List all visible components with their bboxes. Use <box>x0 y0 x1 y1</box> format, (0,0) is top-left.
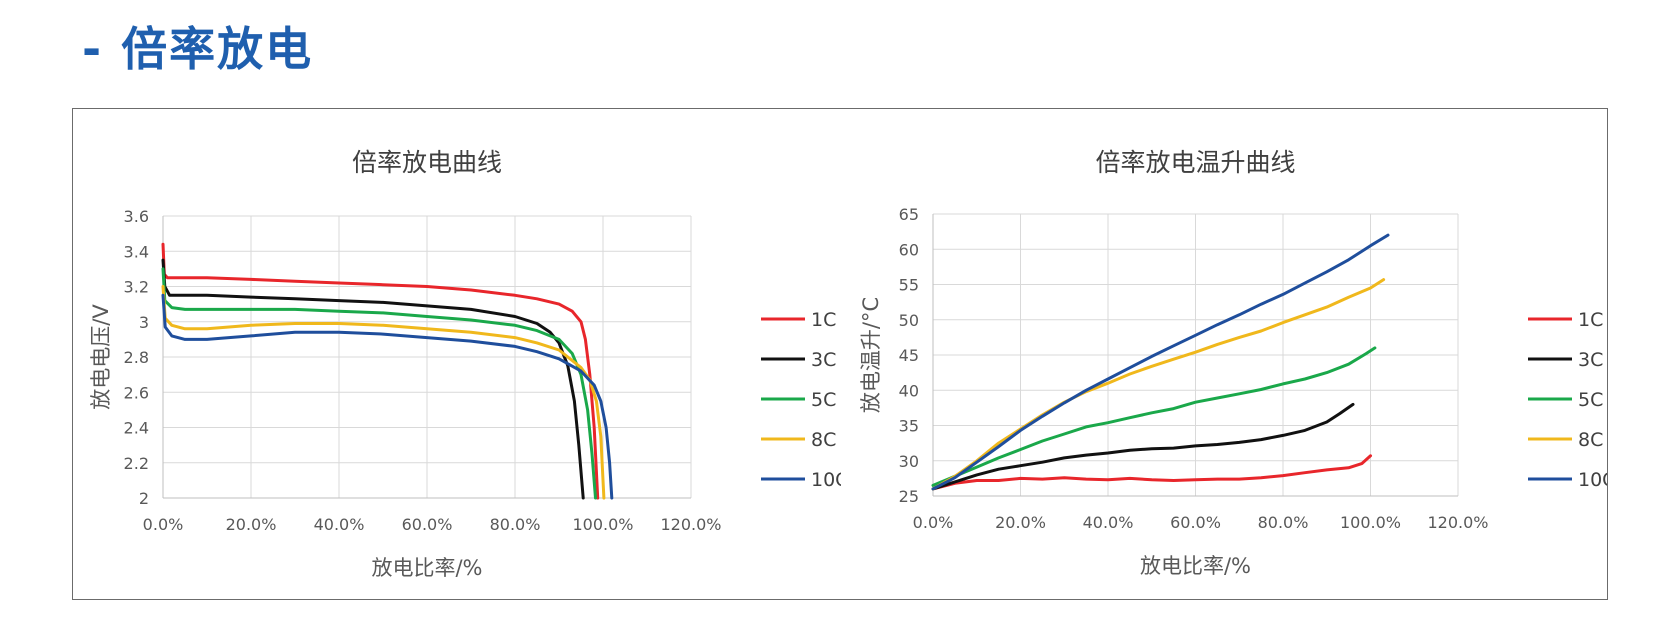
legend-label-1c: 1C <box>1578 309 1603 331</box>
legend-label-5c: 5C <box>1578 389 1603 411</box>
x-axis-label: 放电比率/% <box>371 556 482 580</box>
x-axis-label: 放电比率/% <box>1140 554 1251 578</box>
y-tick-label: 40 <box>899 381 919 400</box>
series-line-1c <box>161 242 600 500</box>
series-line-5c <box>931 346 1377 487</box>
y-tick-label: 2.8 <box>124 348 149 367</box>
x-tick-label: 100.0% <box>1340 513 1401 532</box>
y-axis-label: 放电温升/°C <box>859 297 883 413</box>
y-tick-label: 60 <box>899 240 919 259</box>
x-tick-label: 120.0% <box>1427 513 1488 532</box>
x-tick-label: 40.0% <box>1083 513 1134 532</box>
series-line-8c <box>931 278 1386 491</box>
series-line-5c <box>161 267 597 500</box>
x-tick-label: 60.0% <box>1170 513 1221 532</box>
y-tick-label: 65 <box>899 205 919 224</box>
y-tick-label: 55 <box>899 276 919 295</box>
series-line-10c <box>931 233 1390 491</box>
y-tick-label: 50 <box>899 311 919 330</box>
chart-title: 倍率放电温升曲线 <box>1095 148 1295 177</box>
x-tick-label: 0.0% <box>143 515 184 534</box>
y-tick-label: 30 <box>899 452 919 471</box>
series-line-3c <box>161 258 585 500</box>
discharge-voltage-chart: 倍率放电曲线 2 2.2 2.4 2.6 2.8 3 3.2 3.4 3.6 0.0% 20.0% 40… <box>89 148 841 580</box>
page-title: - 倍率放电 <box>82 22 314 76</box>
series-line-3c <box>931 402 1355 491</box>
chart-title: 倍率放电曲线 <box>352 148 502 177</box>
x-tick-label: 60.0% <box>402 515 453 534</box>
legend-label-8c: 8C <box>811 429 836 451</box>
y-tick-label: 3.6 <box>124 207 149 226</box>
x-tick-label: 0.0% <box>913 513 954 532</box>
y-tick-label: 3.2 <box>124 278 149 297</box>
y-axis-label: 放电电压/V <box>89 304 113 410</box>
y-tick-label: 2.4 <box>124 419 149 438</box>
y-tick-label: 45 <box>899 346 919 365</box>
y-tick-label: 25 <box>899 487 919 506</box>
discharge-temperature-chart: 倍率放电温升曲线 25 30 35 40 45 50 55 60 65 0.0% 20.0% 40.0%… <box>859 148 1607 578</box>
x-tick-label: 20.0% <box>226 515 277 534</box>
x-tick-label: 80.0% <box>1258 513 1309 532</box>
y-tick-label: 3.4 <box>124 242 149 261</box>
x-tick-label: 40.0% <box>314 515 365 534</box>
y-tick-label: 2.6 <box>124 383 149 402</box>
legend-label-8c: 8C <box>1578 429 1603 451</box>
series-line-1c <box>931 454 1372 491</box>
legend-label-3c: 3C <box>811 349 836 371</box>
charts-panel: 倍率放电曲线 2 2.2 2.4 2.6 2.8 3 3.2 3.4 3.6 0.0% 20.0% 40… <box>72 108 1608 600</box>
legend-label-10c: 10C <box>811 469 841 491</box>
y-tick-label: 2 <box>139 489 149 508</box>
legend-label-5c: 5C <box>811 389 836 411</box>
x-tick-label: 80.0% <box>490 515 541 534</box>
x-tick-label: 20.0% <box>995 513 1046 532</box>
legend-label-3c: 3C <box>1578 349 1603 371</box>
x-tick-label: 100.0% <box>572 515 633 534</box>
y-tick-label: 2.2 <box>124 454 149 473</box>
legend-label-10c: 10C <box>1578 469 1607 491</box>
legend-label-1c: 1C <box>811 309 836 331</box>
y-tick-label: 3 <box>139 313 149 332</box>
series-line-10c <box>161 293 614 500</box>
x-tick-label: 120.0% <box>660 515 721 534</box>
y-tick-label: 35 <box>899 417 919 436</box>
